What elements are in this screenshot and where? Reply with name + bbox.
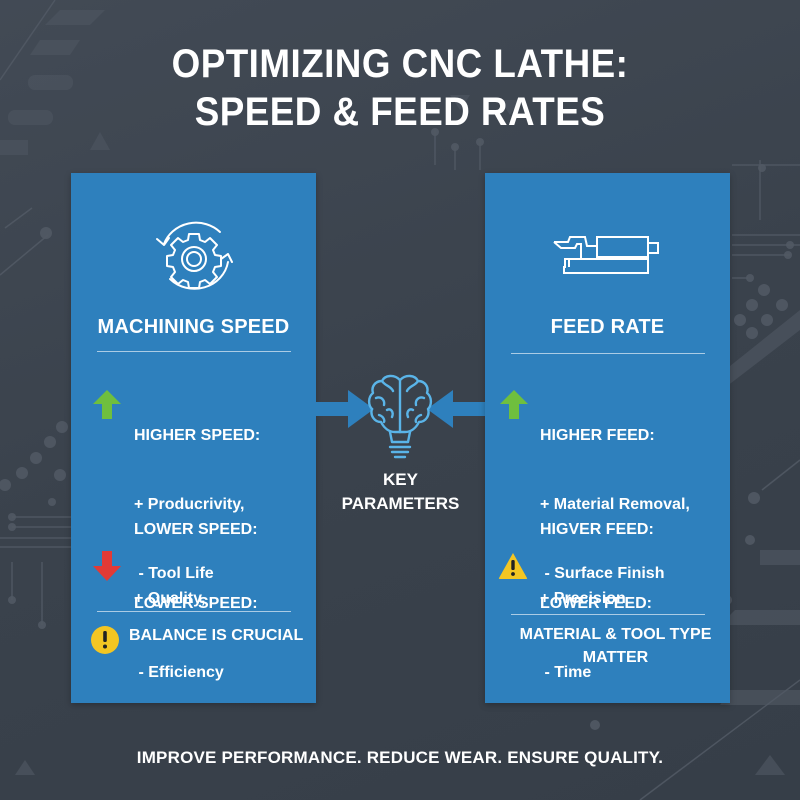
note-divider xyxy=(97,611,291,612)
heading-divider xyxy=(511,353,705,354)
left-pointing-arrow-icon xyxy=(427,390,485,428)
item-pro: + Material Removal, xyxy=(540,496,690,513)
item-label: HIGHER SPEED: xyxy=(134,427,261,444)
brain-lightbulb-icon xyxy=(367,374,433,459)
machining-speed-panel: MACHINING SPEED HIGHER SPEED: + Producri… xyxy=(71,173,316,703)
item-pro: + Quality, xyxy=(134,590,206,607)
machining-speed-heading: MACHINING SPEED xyxy=(97,316,290,338)
item-label: LOWER FEED: xyxy=(540,595,652,612)
warning-triangle-icon xyxy=(498,553,528,579)
red-down-arrow-icon xyxy=(93,551,121,581)
item-label: HIGHER FEED: xyxy=(540,427,655,444)
item-con: - Time xyxy=(540,664,592,681)
right-pointing-arrow-icon xyxy=(316,390,374,428)
item-con: - Efficiency xyxy=(134,664,224,681)
warning-circle-icon xyxy=(91,626,119,654)
balance-note-text: BALANCE IS CRUCIAL xyxy=(129,627,304,644)
item-con: - Tool Life xyxy=(134,565,214,582)
key-parameters-label: KEY PARAMETERS xyxy=(341,470,460,513)
note-divider xyxy=(511,614,705,615)
title-line-2: SPEED & FEED RATES xyxy=(194,90,606,134)
gear-with-cycle-arrows-icon xyxy=(71,215,316,295)
heading-divider xyxy=(97,351,291,352)
page-title: OPTIMIZING CNC LATHE: SPEED & FEED RATES xyxy=(32,40,768,136)
item-label: LOWER SPEED: xyxy=(134,595,258,612)
material-tool-note: MATERIAL & TOOL TYPE MATTER xyxy=(519,626,712,666)
title-line-1: OPTIMIZING CNC LATHE: xyxy=(171,42,629,86)
lathe-tool-icon xyxy=(485,215,730,295)
feed-rate-panel: FEED RATE HIGHER FEED: + Material Remova… xyxy=(485,173,730,703)
item-pro: + Producrivity, xyxy=(134,496,245,513)
feed-rate-heading: FEED RATE xyxy=(550,316,665,338)
item-label: HIGVER FEED: xyxy=(540,521,654,538)
item-pro: + Precision xyxy=(540,590,626,607)
green-up-arrow-icon xyxy=(93,390,121,419)
item-label: LOWER SPEED: xyxy=(134,521,258,538)
key-parameters-connector xyxy=(316,360,485,530)
item-con: - Surface Finish xyxy=(540,565,665,582)
footer-tagline: IMPROVE PERFORMANCE. REDUCE WEAR. ENSURE… xyxy=(136,748,664,767)
green-up-arrow-icon xyxy=(500,390,528,419)
